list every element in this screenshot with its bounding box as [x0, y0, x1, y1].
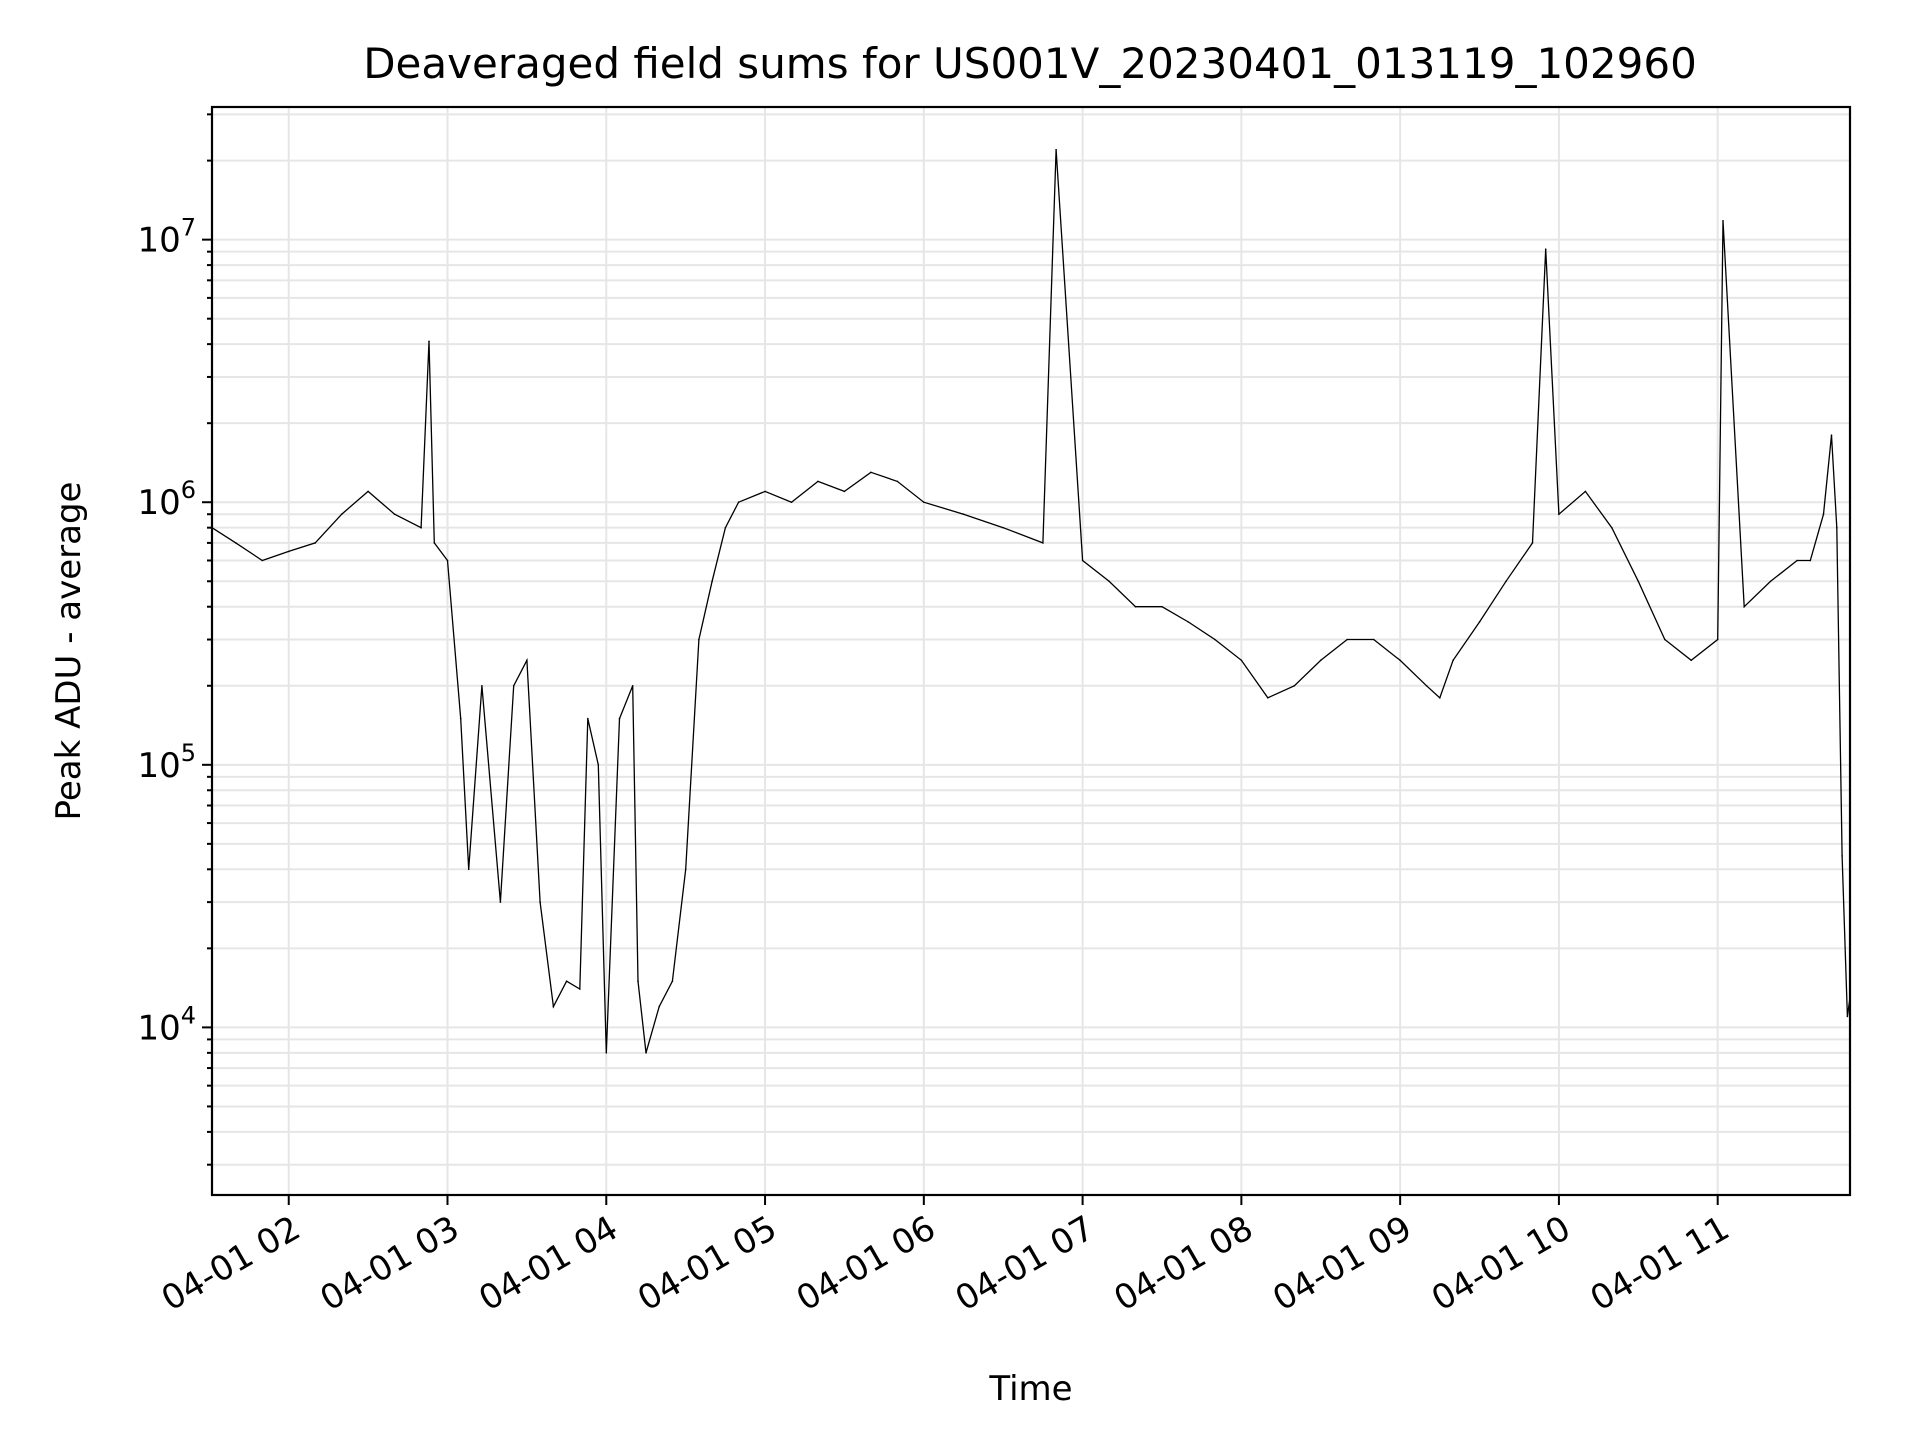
data-point: [1505, 580, 1507, 583]
data-point: [896, 480, 899, 483]
data-point: [1830, 434, 1833, 437]
data-point: [962, 513, 965, 515]
data-point: [1690, 659, 1692, 662]
y-axis-label: Peak ADU - average: [49, 482, 89, 821]
data-point: [605, 1052, 608, 1054]
data-point: [1187, 621, 1190, 623]
data-point: [261, 559, 264, 562]
data-point: [1293, 685, 1296, 687]
data-point: [1478, 621, 1481, 623]
y-tick-label: 104: [137, 1001, 196, 1048]
data-point: [314, 542, 317, 544]
data-point: [526, 659, 528, 662]
data-point: [235, 542, 237, 544]
data-point: [1809, 559, 1812, 562]
data-point: [684, 868, 687, 871]
data-point: [618, 717, 621, 720]
data-point: [565, 980, 568, 982]
data-point: [467, 868, 470, 871]
data-point: [1372, 638, 1375, 641]
data-point: [1425, 685, 1428, 687]
data-point: [737, 501, 740, 504]
data-point: [843, 490, 846, 493]
data-point: [817, 480, 819, 483]
data-point: [1134, 605, 1137, 608]
data-point: [367, 490, 369, 493]
data-point: [393, 513, 396, 515]
data-point: [698, 638, 700, 641]
plot-frame: [210, 105, 1852, 1197]
data-point: [287, 550, 290, 553]
data-point: [1841, 855, 1843, 857]
data-point: [1544, 248, 1547, 250]
data-point: [1722, 220, 1724, 222]
data-point: [433, 542, 436, 544]
data-point: [1452, 659, 1454, 662]
data-point: [658, 1005, 660, 1008]
data-point: [671, 980, 674, 982]
data-point: [1108, 580, 1110, 583]
data-point: [724, 526, 727, 529]
data-point: [637, 980, 639, 982]
data-point: [764, 490, 766, 493]
data-point: [1584, 490, 1587, 493]
data-point: [1637, 580, 1640, 583]
data-point: [923, 501, 925, 504]
data-point: [1664, 638, 1666, 641]
data-point: [579, 988, 581, 990]
y-tick-label: 107: [137, 214, 196, 261]
data-point: [512, 685, 515, 687]
data-point: [446, 559, 449, 562]
data-point: [1346, 638, 1348, 641]
data-point: [1320, 659, 1322, 662]
data-point: [1214, 638, 1216, 641]
data-point: [420, 526, 422, 529]
data-point: [631, 685, 634, 687]
y-tick-label: 106: [137, 476, 196, 523]
data-point: [1240, 659, 1243, 662]
data-point: [790, 501, 793, 504]
data-point: [428, 340, 430, 343]
data-point: [1822, 513, 1825, 515]
data-point: [340, 513, 343, 515]
data-point: [1836, 526, 1838, 529]
data-point: [539, 901, 541, 903]
data-point: [1769, 580, 1772, 583]
data-point: [711, 580, 713, 583]
data-point: [552, 1005, 555, 1008]
data-point: [1796, 559, 1798, 562]
x-axis-label: Time: [988, 1369, 1072, 1409]
data-point: [481, 685, 483, 687]
data-point: [1399, 659, 1401, 662]
data-point: [499, 901, 502, 903]
data-point: [1743, 605, 1745, 608]
chart-title: Deaveraged field sums for US001V_2023040…: [363, 39, 1697, 88]
data-point: [597, 764, 600, 766]
data-point: [1055, 148, 1057, 151]
data-point: [1611, 526, 1613, 529]
grid: [212, 107, 1850, 1195]
y-axis: 104 105 106 107: [137, 113, 212, 1166]
data-point: [1267, 697, 1269, 699]
data-point: [870, 471, 872, 474]
data-point: [1846, 1015, 1849, 1018]
data-point: [1081, 559, 1084, 562]
data-point: [459, 717, 462, 720]
data-point: [587, 717, 589, 720]
data-point: [1558, 513, 1560, 515]
data-point: [1531, 542, 1534, 544]
y-tick-label: 105: [137, 739, 196, 786]
data-point: [1042, 542, 1044, 544]
series-group: [211, 148, 1851, 1054]
data-point: [1161, 605, 1163, 608]
data-point: [1439, 697, 1441, 699]
data-point: [1716, 638, 1719, 641]
data-point: [645, 1052, 647, 1054]
data-point: [1002, 526, 1004, 529]
